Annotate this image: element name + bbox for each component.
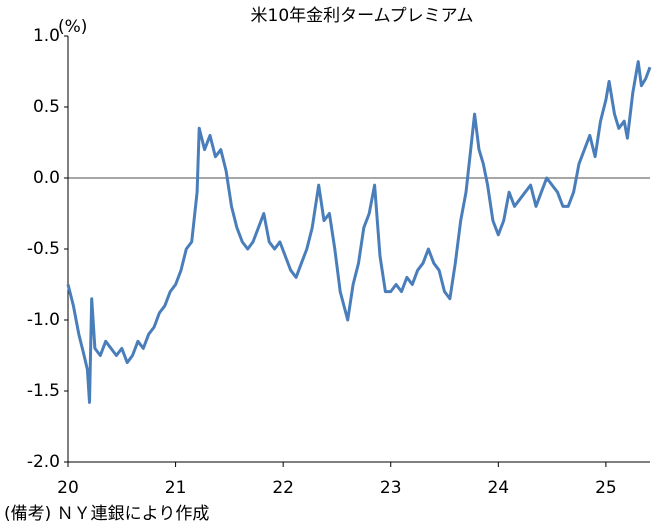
x-tick-label: 24: [487, 478, 509, 498]
y-tick-label: -0.5: [27, 239, 60, 259]
y-tick-label: -2.0: [27, 452, 60, 472]
y-unit: (%): [58, 17, 87, 37]
x-tick-label: 23: [380, 478, 402, 498]
x-tick-label: 20: [57, 478, 79, 498]
x-tick-label: 22: [272, 478, 294, 498]
y-tick-label: 0.0: [33, 168, 60, 188]
y-tick-label: 1.0: [33, 26, 60, 46]
x-tick-label: 21: [165, 478, 187, 498]
y-tick-label: 0.5: [33, 97, 60, 117]
chart-title: 米10年金利タームプレミアム: [251, 6, 474, 26]
y-tick-label: -1.0: [27, 310, 60, 330]
note: (備考) ＮＹ連銀により作成: [4, 504, 209, 524]
x-tick-label: 25: [595, 478, 617, 498]
line-series: [66, 60, 652, 404]
y-tick-label: -1.5: [27, 381, 60, 401]
